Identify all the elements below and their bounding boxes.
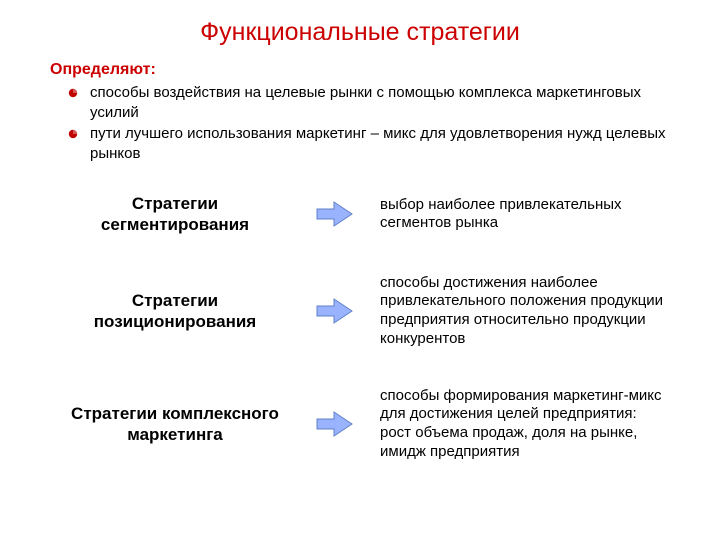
strategy-description: выбор наиболее привлекательных сегментов… — [380, 196, 680, 234]
arrow-wrap — [290, 200, 380, 228]
strategy-rows: Стратегии сегментирования выбор наиболее… — [60, 193, 680, 462]
strategy-description: способы формирования маркетинг-микс для … — [380, 387, 680, 462]
strategy-label: Стратегии позиционирования — [60, 290, 290, 333]
arrow-right-icon — [316, 200, 354, 228]
arrow-wrap — [290, 297, 380, 325]
bullet-icon — [68, 88, 78, 98]
arrow-wrap — [290, 410, 380, 438]
strategy-row: Стратегии комплексного маркетинга способ… — [60, 387, 680, 462]
bullet-text: способы воздействия на целевые рынки с п… — [90, 83, 680, 122]
arrow-right-icon — [316, 410, 354, 438]
page-title: Функциональные стратегии — [40, 18, 680, 47]
bullet-item: пути лучшего использования маркетинг – м… — [68, 124, 680, 163]
strategy-label: Стратегии комплексного маркетинга — [60, 403, 290, 446]
strategy-description: способы достижения наиболее привлекатель… — [380, 274, 680, 349]
arrow-right-icon — [316, 297, 354, 325]
bullet-item: способы воздействия на целевые рынки с п… — [68, 83, 680, 122]
bullet-text: пути лучшего использования маркетинг – м… — [90, 124, 680, 163]
strategy-label: Стратегии сегментирования — [60, 193, 290, 236]
bullet-icon — [68, 129, 78, 139]
strategy-row: Стратегии позиционирования способы дости… — [60, 274, 680, 349]
strategy-row: Стратегии сегментирования выбор наиболее… — [60, 193, 680, 236]
subtitle: Определяют: — [50, 61, 680, 79]
bullet-list: способы воздействия на целевые рынки с п… — [68, 83, 680, 163]
